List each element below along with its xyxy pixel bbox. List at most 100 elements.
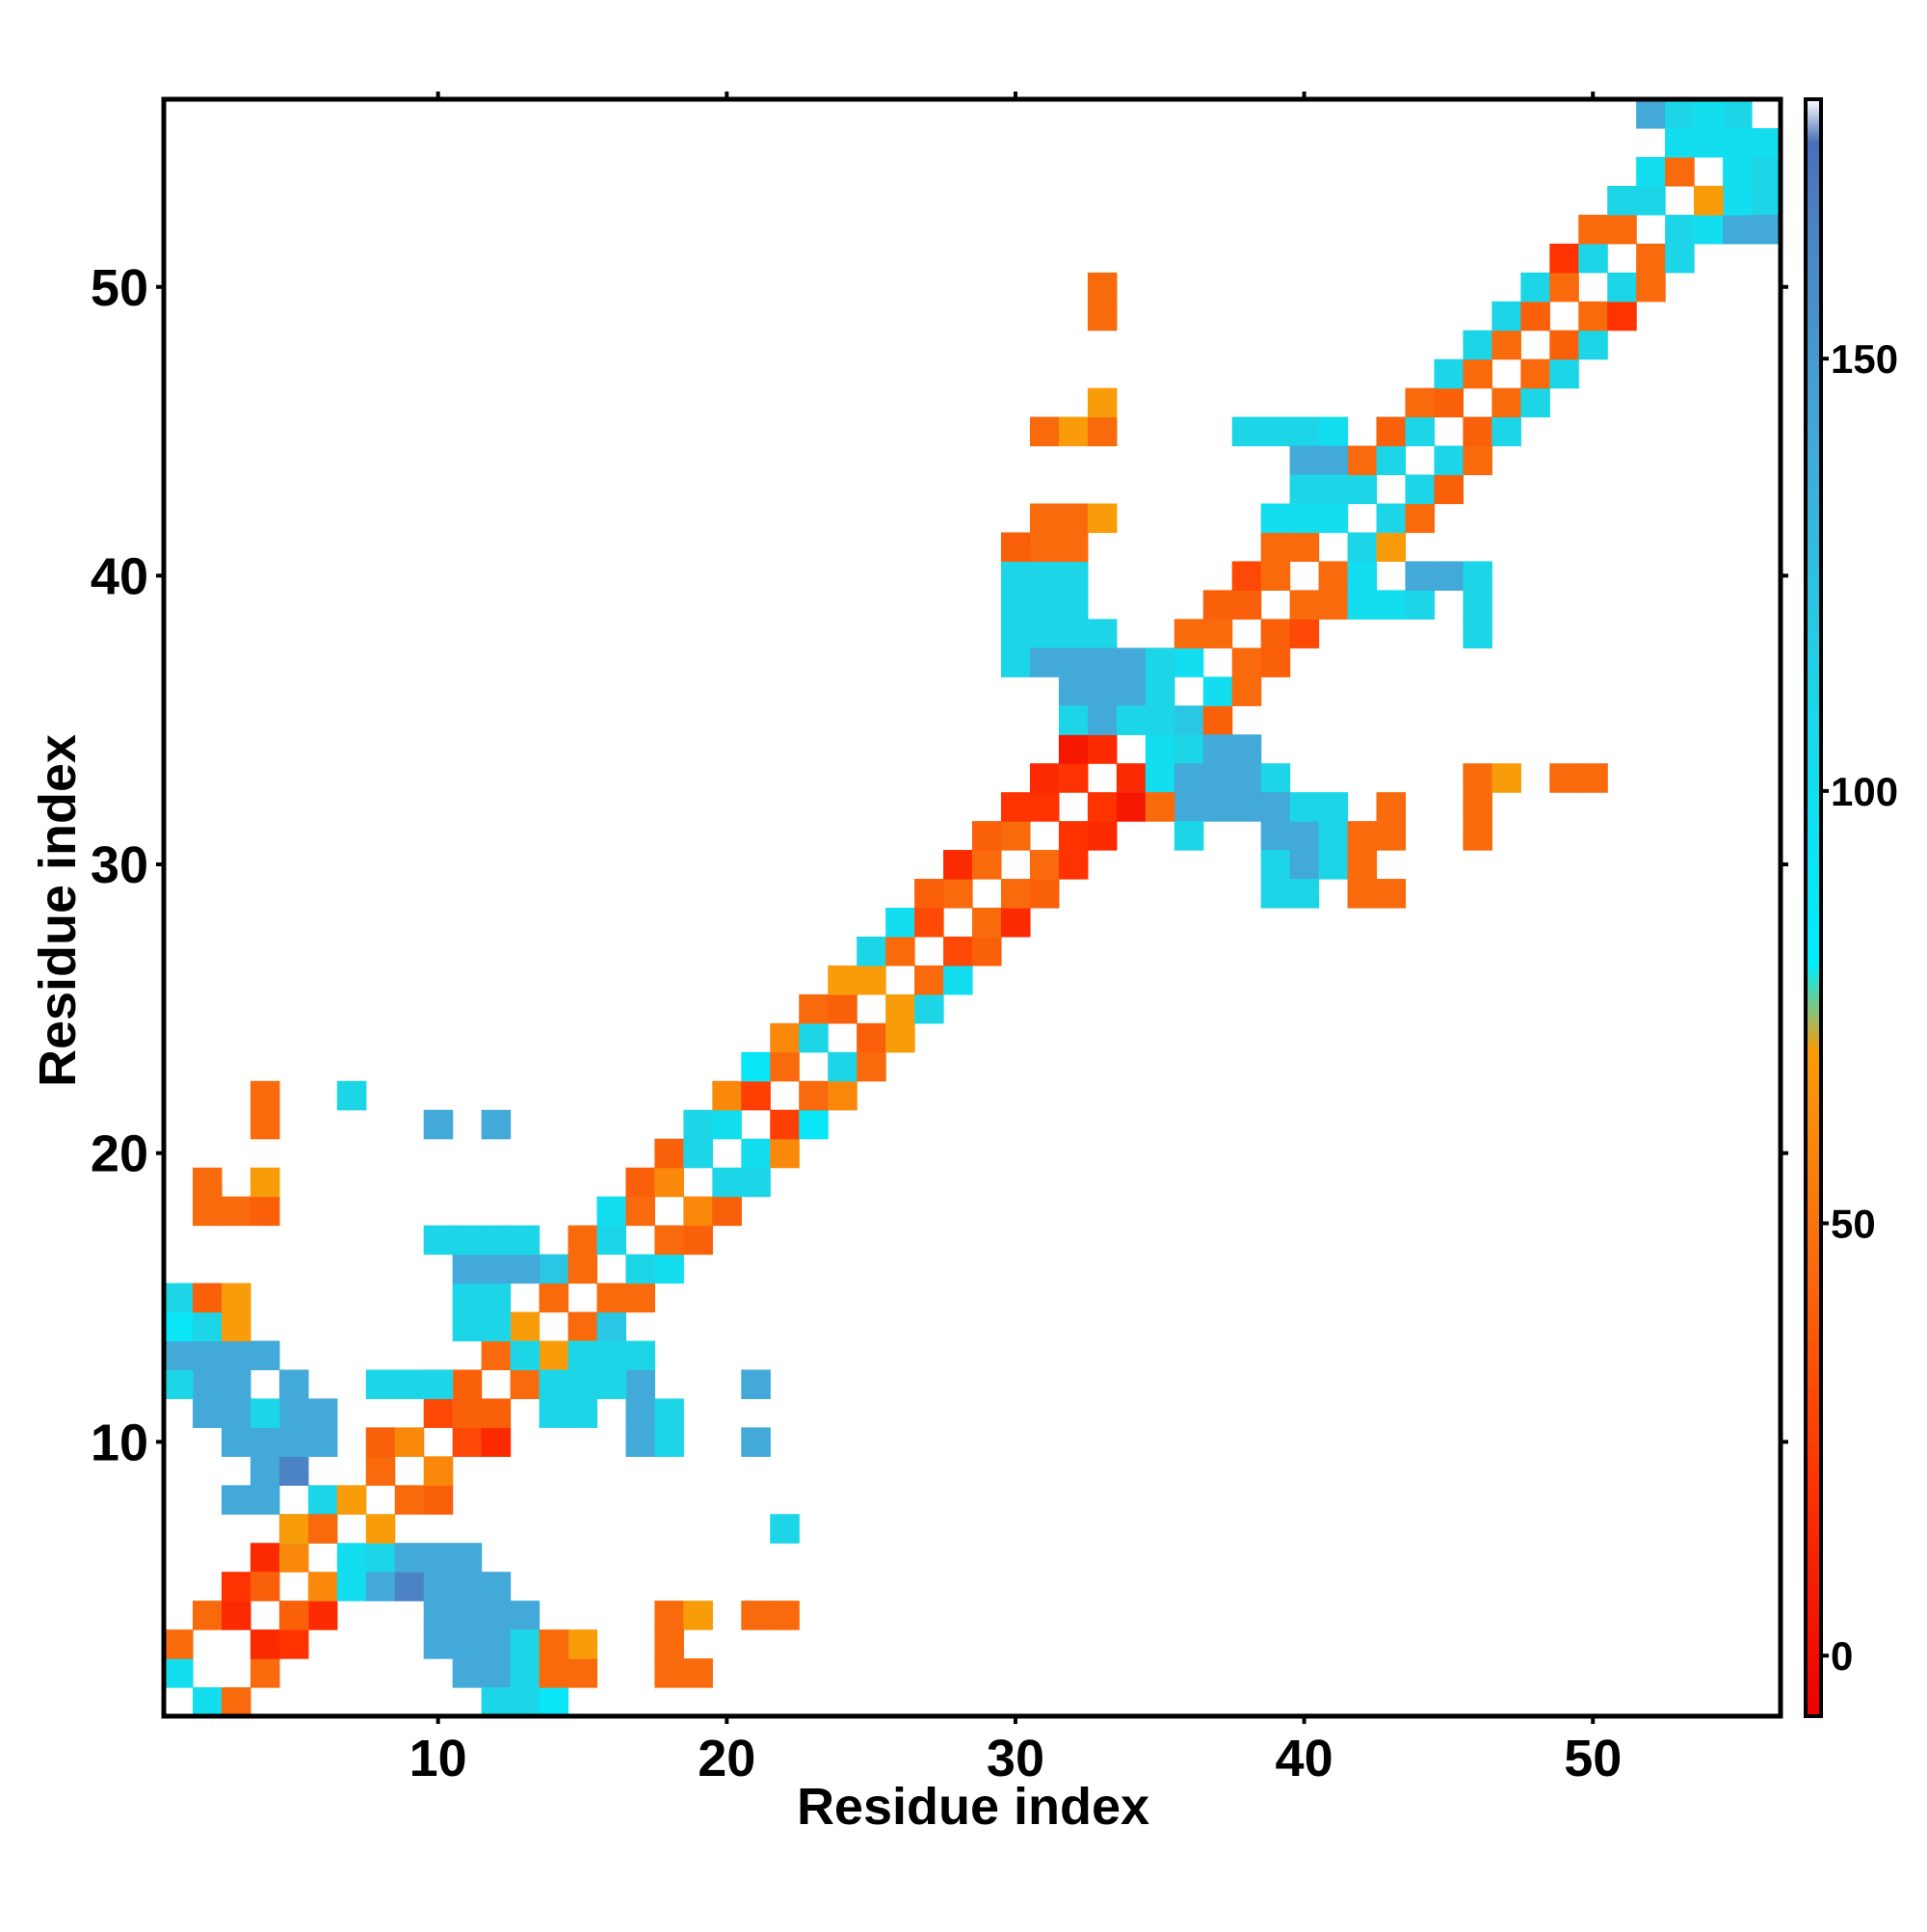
heatmap-cell — [1145, 648, 1175, 677]
heatmap-cell — [164, 1340, 194, 1371]
heatmap-cell — [1087, 416, 1118, 447]
heatmap-cell — [510, 1629, 541, 1659]
heatmap-cell — [770, 1601, 800, 1630]
heatmap-cell — [1289, 532, 1320, 563]
heatmap-cell — [857, 1051, 886, 1082]
heatmap-cell — [452, 1311, 483, 1342]
heatmap-cell — [770, 1514, 800, 1544]
heatmap-cell — [1607, 214, 1637, 245]
heatmap-cell — [1231, 590, 1262, 620]
heatmap-cell — [1260, 416, 1291, 447]
heatmap-cell — [799, 1080, 829, 1111]
heatmap-cell — [1434, 358, 1464, 389]
heatmap-cell — [510, 1225, 541, 1256]
heatmap-cell — [770, 1109, 800, 1140]
heatmap-cell — [741, 1369, 771, 1399]
heatmap-cell — [250, 1398, 280, 1428]
heatmap-cell — [654, 1658, 684, 1688]
heatmap-cell — [1000, 532, 1031, 563]
heatmap-cell — [481, 1340, 512, 1371]
heatmap-cell — [1174, 792, 1204, 822]
heatmap-cell — [1174, 763, 1204, 793]
heatmap-cell — [1318, 445, 1349, 476]
heatmap-cell — [1289, 619, 1320, 648]
heatmap-cell — [452, 1427, 483, 1457]
heatmap-cell — [1058, 648, 1089, 677]
heatmap-cell — [741, 1138, 771, 1169]
heatmap-cell — [452, 1572, 483, 1601]
heatmap-cell — [972, 908, 1002, 938]
heatmap-cell — [452, 1658, 483, 1688]
heatmap-cell — [1029, 619, 1060, 648]
heatmap-cell — [1174, 619, 1204, 648]
heatmap-cell — [539, 1283, 569, 1313]
heatmap-cell — [1665, 243, 1695, 274]
heatmap-cell — [510, 1687, 541, 1717]
heatmap-cell — [1260, 792, 1291, 822]
heatmap-cell — [1058, 590, 1089, 620]
heatmap-cell — [1463, 590, 1492, 620]
heatmap-cell — [452, 1543, 483, 1573]
heatmap-cell — [481, 1572, 512, 1601]
heatmap-cell — [596, 1283, 627, 1313]
heatmap-cell — [1058, 850, 1089, 880]
heatmap-cell — [539, 1340, 569, 1371]
heatmap-cell — [770, 1022, 800, 1053]
heatmap-cell — [1000, 879, 1031, 909]
heatmap-cell — [1607, 301, 1637, 331]
heatmap-cell — [365, 1427, 396, 1457]
heatmap-cell — [596, 1196, 627, 1227]
heatmap-cell — [1202, 792, 1233, 822]
heatmap-cell — [770, 1138, 800, 1169]
heatmap-cell — [1174, 734, 1204, 764]
heatmap-cell — [1029, 763, 1060, 793]
heatmap-cell — [1087, 387, 1118, 418]
heatmap-cell — [1578, 243, 1608, 274]
heatmap-cell — [481, 1225, 512, 1256]
heatmap-cell — [1723, 99, 1753, 129]
heatmap-cell — [625, 1167, 655, 1198]
heatmap-cell — [1087, 301, 1118, 331]
heatmap-cell — [972, 850, 1002, 880]
heatmap-cell — [1029, 590, 1060, 620]
x-axis-label: Residue index — [797, 1778, 1149, 1836]
heatmap-cell — [1029, 879, 1060, 909]
heatmap-cell — [1318, 792, 1349, 822]
heatmap-cell — [510, 1254, 541, 1284]
heatmap-cell — [885, 1022, 915, 1053]
heatmap-cell — [1578, 763, 1608, 793]
heatmap-cell — [1752, 127, 1782, 158]
heatmap-cell — [1260, 648, 1291, 677]
heatmap-cell — [1231, 734, 1262, 764]
heatmap-cell — [307, 1601, 338, 1630]
colorbar-tick-label: 150 — [1831, 336, 1898, 382]
heatmap-cell — [1202, 590, 1233, 620]
heatmap-cell — [914, 908, 944, 938]
heatmap-cell — [1058, 561, 1089, 591]
x-tick-label: 40 — [1276, 1730, 1333, 1787]
heatmap-cell — [1347, 561, 1378, 591]
heatmap-cell — [828, 1080, 858, 1111]
heatmap-cell — [1145, 763, 1175, 793]
heatmap-cell — [1260, 821, 1291, 851]
heatmap-cell — [192, 1167, 223, 1198]
heatmap-cell — [539, 1658, 569, 1688]
heatmap-cell — [1000, 821, 1031, 851]
heatmap-cell — [1289, 416, 1320, 447]
heatmap-cell — [336, 1543, 367, 1573]
heatmap-cell — [192, 1340, 223, 1371]
heatmap-cell — [972, 936, 1002, 966]
heatmap-cell — [1202, 619, 1233, 648]
heatmap-cell — [1145, 676, 1175, 706]
heatmap-cell — [1376, 879, 1407, 909]
heatmap-cell — [943, 879, 973, 909]
heatmap-cell — [1665, 156, 1695, 187]
heatmap-cell — [452, 1254, 483, 1284]
heatmap-cell — [1752, 214, 1782, 245]
heatmap-cell — [596, 1225, 627, 1256]
heatmap-cell — [1116, 792, 1147, 822]
heatmap-cell — [1376, 590, 1407, 620]
heatmap-cell — [452, 1601, 483, 1630]
heatmap-cell — [1260, 619, 1291, 648]
heatmap-cell — [164, 1369, 194, 1399]
